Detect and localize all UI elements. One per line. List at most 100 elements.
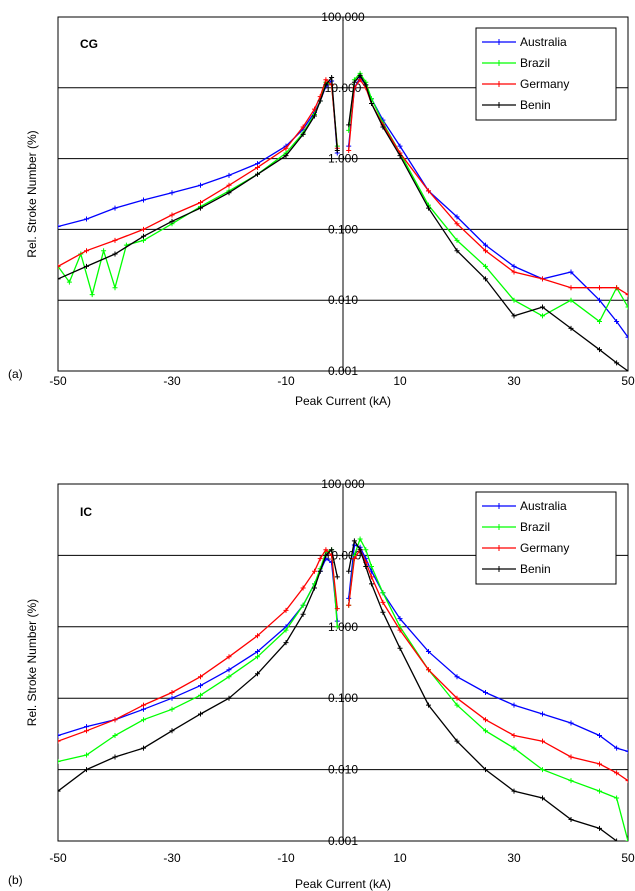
data-point-germany — [141, 702, 146, 708]
data-point-australia — [614, 745, 620, 751]
data-point-brazil — [625, 838, 628, 841]
series-line-australia-neg — [58, 557, 338, 737]
legend-marker-australia — [496, 503, 502, 509]
data-point-brazil — [84, 752, 89, 758]
data-point-germany — [351, 556, 357, 562]
data-point-australia — [198, 683, 203, 689]
x-tick-label: -30 — [163, 374, 181, 388]
data-point-benin — [58, 276, 61, 282]
data-point-germany — [58, 738, 61, 744]
legend-label-australia: Australia — [520, 499, 567, 513]
legend-marker-brazil — [496, 524, 502, 530]
data-point-brazil — [483, 728, 488, 734]
data-point-germany — [84, 728, 89, 734]
data-point-germany — [300, 124, 306, 130]
legend-label-benin: Benin — [520, 562, 551, 576]
data-point-germany — [323, 77, 329, 83]
x-axis-title: Peak Current (kA) — [295, 877, 391, 891]
data-point-benin — [334, 148, 340, 154]
data-point-brazil — [511, 745, 517, 751]
data-point-brazil — [112, 285, 118, 291]
data-point-brazil — [198, 692, 203, 698]
data-point-benin — [255, 171, 260, 177]
data-point-benin — [540, 304, 545, 310]
data-point-benin — [454, 248, 460, 254]
data-point-australia — [169, 190, 175, 196]
legend-label-australia: Australia — [520, 35, 567, 49]
data-point-australia — [511, 702, 517, 708]
data-point-benin — [614, 838, 620, 841]
data-point-australia — [614, 319, 620, 325]
data-point-germany — [198, 199, 203, 205]
x-axis-title: Peak Current (kA) — [295, 394, 391, 408]
data-point-benin — [198, 205, 203, 211]
data-point-brazil — [625, 304, 628, 310]
data-point-germany — [625, 292, 628, 298]
data-point-germany — [255, 164, 260, 170]
series-line-germany-pos — [348, 78, 628, 296]
data-point-benin — [112, 754, 118, 760]
data-point-benin — [317, 568, 323, 574]
data-point-germany — [141, 226, 146, 232]
data-point-australia — [540, 711, 545, 717]
data-point-australia — [454, 674, 460, 680]
data-point-brazil — [66, 279, 72, 285]
data-point-benin — [112, 251, 118, 257]
data-point-benin — [169, 728, 175, 734]
data-point-australia — [226, 172, 232, 178]
panel-label: (a) — [8, 367, 23, 381]
data-point-benin — [141, 233, 146, 239]
data-point-australia — [597, 733, 602, 739]
data-point-germany — [568, 285, 574, 291]
data-point-germany — [454, 221, 460, 227]
data-point-benin — [568, 325, 574, 331]
data-point-germany — [112, 717, 118, 723]
data-point-australia — [58, 223, 61, 229]
data-point-benin — [426, 205, 431, 211]
data-point-germany — [597, 285, 602, 291]
series-line-germany-pos — [348, 548, 628, 782]
x-tick-label: -50 — [49, 851, 67, 865]
x-tick-label: 10 — [393, 374, 407, 388]
data-point-brazil — [540, 313, 545, 319]
legend-marker-benin — [496, 566, 502, 572]
x-tick-label: 10 — [393, 851, 407, 865]
data-point-brazil — [380, 590, 386, 596]
legend-label-brazil: Brazil — [520, 520, 550, 534]
series-line-germany-neg — [58, 548, 338, 742]
series-line-benin-pos — [348, 74, 628, 371]
data-point-benin — [323, 552, 329, 558]
data-point-australia — [597, 297, 602, 303]
data-point-brazil — [568, 778, 574, 784]
data-point-brazil — [283, 627, 289, 633]
data-point-germany — [226, 182, 232, 188]
data-point-germany — [198, 674, 203, 680]
x-tick-label: 50 — [621, 374, 635, 388]
data-point-australia — [511, 263, 517, 269]
series-group — [58, 70, 628, 371]
data-point-brazil — [357, 536, 363, 542]
data-point-brazil — [369, 563, 374, 569]
data-point-benin — [58, 788, 61, 794]
series-line-benin-neg — [58, 75, 338, 280]
data-point-germany — [58, 263, 61, 269]
data-point-benin — [312, 585, 317, 591]
data-point-brazil — [89, 292, 95, 298]
legend-marker-germany — [496, 545, 502, 551]
data-point-benin — [198, 711, 203, 717]
data-point-benin — [380, 124, 386, 130]
data-point-benin — [483, 276, 488, 282]
data-point-germany — [84, 248, 89, 254]
data-point-germany — [300, 585, 306, 591]
series-line-brazil-pos — [348, 537, 628, 841]
series-line-benin-pos — [348, 539, 618, 841]
series-line-brazil-neg — [58, 548, 338, 763]
data-point-germany — [312, 568, 317, 574]
data-point-benin — [312, 113, 317, 119]
data-point-australia — [141, 197, 146, 203]
data-point-germany — [511, 269, 517, 275]
data-point-benin — [426, 702, 431, 708]
data-point-benin — [540, 795, 545, 801]
data-point-brazil — [58, 758, 61, 764]
data-point-benin — [329, 74, 335, 80]
